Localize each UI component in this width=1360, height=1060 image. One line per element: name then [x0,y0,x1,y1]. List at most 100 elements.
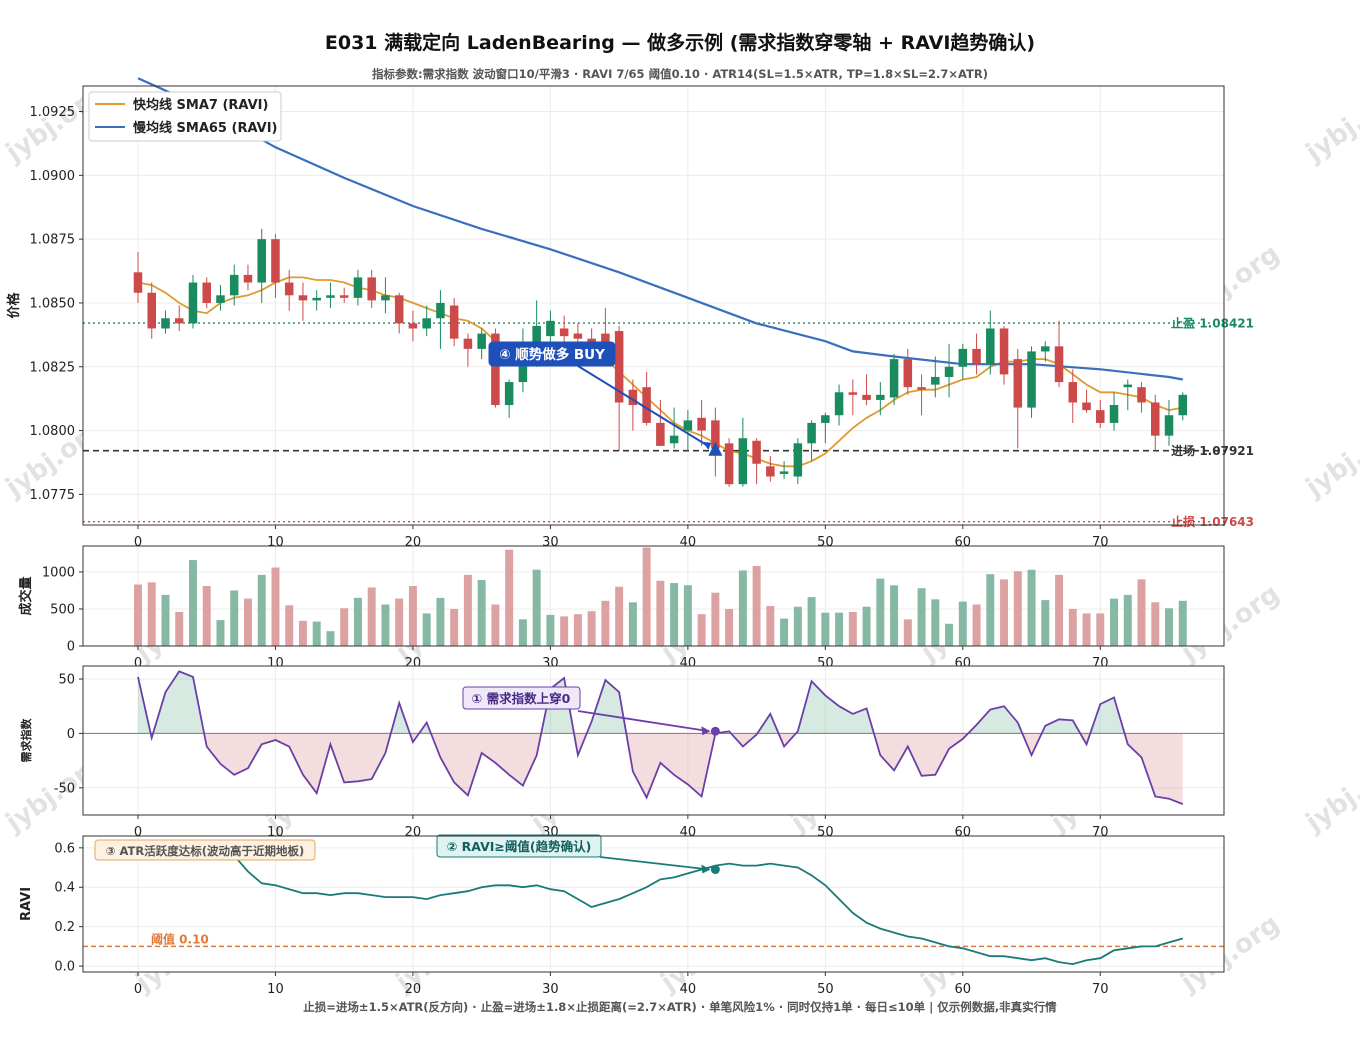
level-label: 止损 1.07643 [1171,514,1254,529]
x-tick-label: 40 [680,982,697,997]
y-tick-label: 1.0900 [30,169,76,184]
candle-body [1178,394,1188,416]
candle-body [834,392,844,416]
volume-bar [945,623,954,646]
volume-bar [848,611,857,646]
volume-bar [615,586,624,646]
candle-body [697,417,706,431]
volume-bar [134,584,142,646]
volume-bar [546,614,555,646]
volume-bar [958,601,967,646]
x-tick-label: 0 [134,656,142,671]
candle-body [229,274,239,296]
volume-bar [175,611,184,646]
buy-arrow [577,365,710,448]
plot-frame [82,665,1225,816]
negative-fill [454,733,468,796]
level-label: 进场 1.07921 [1171,443,1254,458]
volume-bar [340,608,349,646]
volume-bar [381,604,390,646]
volume-bar [353,597,362,646]
volume-bar [587,611,596,646]
candle-body [436,302,445,319]
y-tick-label: 1.0875 [30,233,76,248]
candle-body [161,318,170,329]
demand-index-line [137,670,1184,805]
volume-bar [395,598,404,646]
y-tick-label: 1.0775 [30,488,76,503]
volume-bar [573,614,582,646]
volume-bar [518,619,527,646]
buy-label: ④ 顺势做多 BUY [499,346,605,363]
volume-bar [463,574,472,646]
volume-bar [931,599,940,646]
volume-bar [780,618,789,646]
y-tick-label: 0 [67,727,75,742]
y-tick-label: 500 [50,602,75,617]
negative-fill [935,733,950,775]
positive-fill [1045,719,1060,734]
positive-fill [591,680,606,734]
candle-body [573,333,583,339]
buy-marker [708,441,723,456]
volume-bar [628,602,637,646]
candle-body [504,382,514,406]
buy-arrow-head [702,441,712,450]
candle-body [903,359,913,388]
volume-bar [1041,600,1050,646]
negative-fill [921,733,936,776]
volume-bar [505,549,514,646]
chart-footer: 止损=进场±1.5×ATR(反方向) · 止盈=进场±1.8×止损距离(=2.7… [303,1000,1057,1014]
volume-bar [560,616,569,646]
negative-fill [646,733,661,798]
volume-bar [532,569,541,646]
ravi-label: ② RAVI≥阈值(趋势确认) [447,839,592,854]
candle-body [1123,384,1133,388]
ravi-arrow [599,856,710,871]
price-panel: 1.0775 1.0800 1.0825 1.0850 1.0875 1.0900 1.09… [6,77,1254,550]
level-label: 止盈 1.08421 [1171,316,1254,331]
volume-bar [312,621,321,646]
x-tick-label: 0 [134,535,142,550]
candle-body [1082,402,1091,411]
negative-fill [261,733,276,745]
negative-fill [234,733,248,775]
candle-body [216,295,225,303]
volume-bar [216,620,225,646]
candle-body [1013,359,1023,408]
volume-bar [738,570,747,646]
candle-body [449,305,459,339]
y-axis-label: 价格 [6,292,22,319]
volume-bar [986,574,995,646]
cross-arrow [577,710,710,733]
candle-body [422,318,431,329]
volume-bar [1027,569,1036,646]
y-tick-label: 50 [58,673,75,688]
negative-fill [357,733,372,782]
negative-fill [1155,733,1170,799]
volume-bar [367,587,376,646]
positive-fill [839,706,853,734]
negative-fill [522,733,537,786]
y-tick-label: 0.6 [54,841,75,856]
volume-bar [1082,613,1091,646]
candle-body [298,295,308,301]
negative-fill [467,733,482,796]
candle-body [766,466,775,477]
volume-bar [656,580,665,646]
negative-fill [687,733,702,797]
ravi-marker [710,865,720,875]
legend-box [88,91,282,142]
volume-bar [188,560,197,646]
negative-fill [289,733,303,775]
volume-bar [257,574,266,646]
negative-fill [1169,733,1183,805]
volume-bar [711,592,720,646]
volume-bar [298,620,307,646]
candle-body [1164,415,1174,436]
legend-entry: 慢均线 SMA65 (RAVI) [133,120,277,136]
y-tick-label: 1.0925 [30,105,76,120]
volume-bar [876,578,885,646]
candle-body [821,415,830,423]
